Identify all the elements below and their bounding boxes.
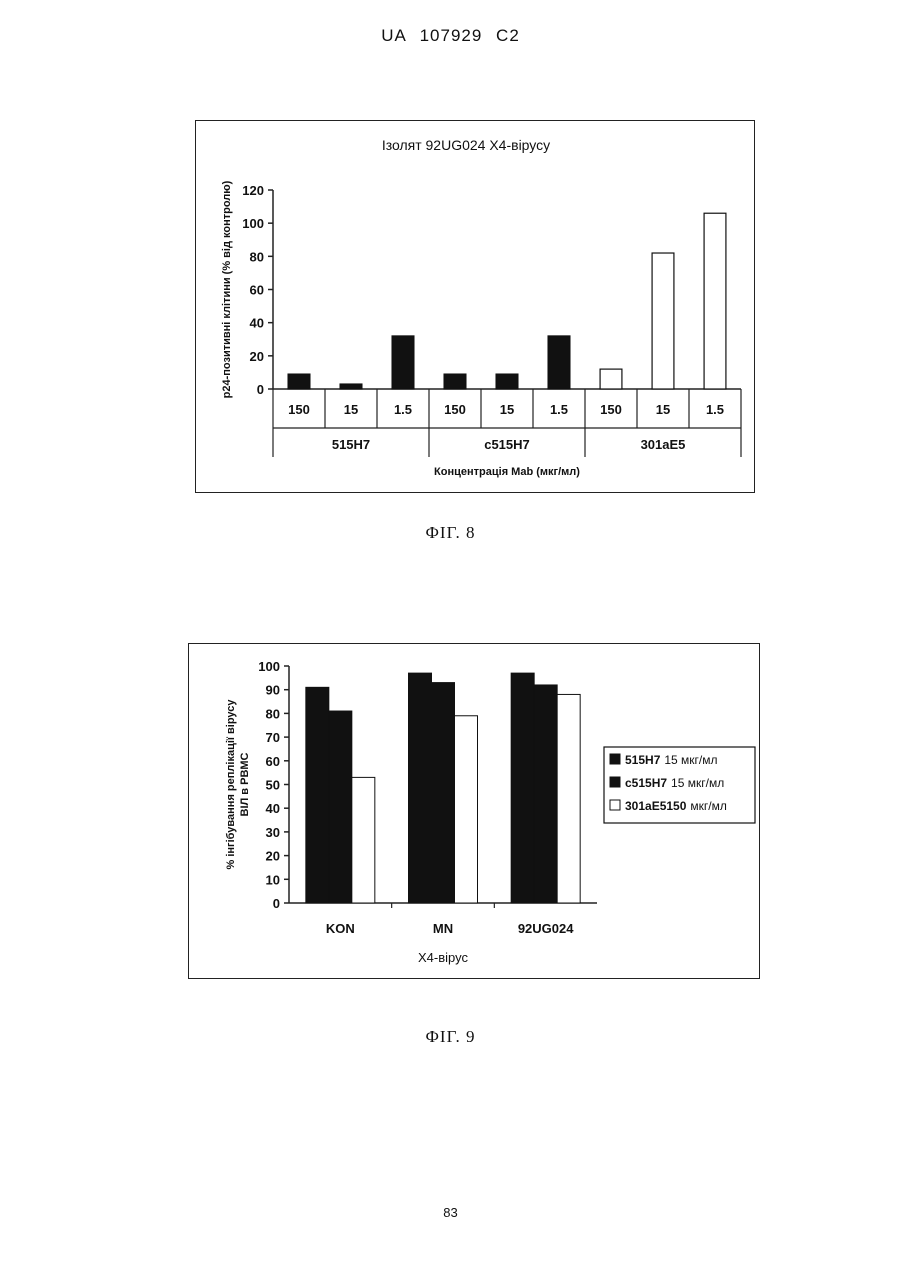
bar	[329, 711, 352, 903]
y-tick-label: 90	[266, 683, 280, 698]
x-tick-label: 15	[344, 402, 358, 417]
y-tick-label: 100	[258, 659, 280, 674]
group-label: 301aE5	[641, 437, 686, 452]
bar	[557, 694, 580, 903]
bar	[600, 369, 622, 389]
y-tick-label: 20	[266, 849, 280, 864]
bar	[652, 253, 674, 389]
y-tick-label: 80	[250, 249, 264, 264]
chart-title: Ізолят 92UG024 Х4-вірусу	[382, 137, 550, 153]
bar	[455, 716, 478, 903]
y-tick-label: 100	[242, 216, 264, 231]
x-axis-label: Х4-вірус	[418, 950, 468, 965]
bar	[306, 687, 329, 903]
y-tick-label: 40	[250, 316, 264, 331]
legend-entry: 301aE5150мкг/мл	[625, 799, 727, 813]
y-tick-label: 70	[266, 730, 280, 745]
y-tick-label: 60	[250, 283, 264, 298]
y-tick-label: 30	[266, 825, 280, 840]
bar	[288, 374, 310, 389]
bar	[340, 384, 362, 389]
figure-9-caption: ФІГ. 9	[0, 1027, 901, 1047]
bar	[704, 213, 726, 389]
x-tick-label: MN	[433, 921, 453, 936]
y-tick-label: 120	[242, 183, 264, 198]
y-tick-label: 0	[273, 896, 280, 911]
bar	[432, 683, 455, 903]
bar	[444, 374, 466, 389]
patent-header: UA 107929 C2	[0, 26, 901, 46]
figure-9-chart: 0 10 20 30 40 50 60 70 80 90 100 % інгібування репл…	[188, 643, 760, 979]
y-tick-label: 10	[266, 872, 280, 887]
x-tick-label: 150	[444, 402, 466, 417]
y-axis-label: p24-позитивні клітини (% від контролю)	[221, 180, 233, 398]
figure-8-svg: Ізолят 92UG024 Х4-вірусу 0 20 40 60 80 100 120 p…	[196, 121, 753, 491]
bar	[392, 336, 414, 389]
bar	[511, 673, 534, 903]
y-tick-label: 0	[257, 382, 264, 397]
x-tick-label: KON	[326, 921, 355, 936]
bar	[409, 673, 432, 903]
y-tick-label: 50	[266, 778, 280, 793]
group-label: c515H7	[484, 437, 530, 452]
x-tick-label: 150	[600, 402, 622, 417]
figure-8-chart: Ізолят 92UG024 Х4-вірусу 0 20 40 60 80 100 120 p…	[195, 120, 755, 493]
figure-9-svg: 0 10 20 30 40 50 60 70 80 90 100 % інгібування репл…	[189, 644, 758, 977]
legend-swatch	[610, 777, 620, 787]
x-tick-label: 15	[656, 402, 670, 417]
x-tick-label: 15	[500, 402, 514, 417]
page-number: 83	[0, 1205, 901, 1220]
x-tick-label: 1.5	[394, 402, 412, 417]
legend-entry: 515H715 мкг/мл	[625, 753, 718, 767]
x-tick-label: 1.5	[706, 402, 724, 417]
y-tick-label: 40	[266, 801, 280, 816]
x-tick-label: 1.5	[550, 402, 568, 417]
y-tick-label: 20	[250, 349, 264, 364]
bar	[534, 685, 557, 903]
y-axis-label: % інгібування реплікації вірусуВІЛ в PBM…	[225, 699, 251, 870]
legend-entry: c515H715 мкг/мл	[625, 776, 724, 790]
x-tick-label: 92UG024	[518, 921, 574, 936]
legend-swatch	[610, 800, 620, 810]
x-axis-label: Концентрація Mab (мкг/мл)	[434, 466, 580, 478]
bar	[352, 777, 375, 903]
bar	[548, 336, 570, 389]
y-tick-label: 60	[266, 754, 280, 769]
legend-swatch	[610, 754, 620, 764]
bar	[496, 374, 518, 389]
y-tick-label: 80	[266, 706, 280, 721]
figure-8-caption: ФІГ. 8	[0, 523, 901, 543]
group-label: 515H7	[332, 437, 370, 452]
x-tick-label: 150	[288, 402, 310, 417]
